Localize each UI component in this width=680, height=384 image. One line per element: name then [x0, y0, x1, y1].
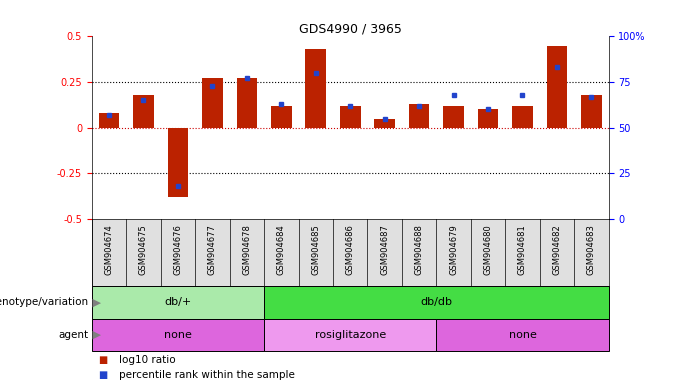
Bar	[409, 104, 430, 127]
Text: GSM904679: GSM904679	[449, 224, 458, 275]
Bar	[202, 78, 223, 127]
Text: log10 ratio: log10 ratio	[119, 356, 175, 366]
Bar	[92, 286, 264, 319]
Bar	[264, 286, 609, 319]
Bar	[99, 113, 120, 127]
Text: GSM904682: GSM904682	[552, 224, 562, 275]
Bar	[581, 95, 602, 127]
Bar	[264, 319, 437, 351]
Text: db/+: db/+	[165, 297, 192, 308]
Bar	[437, 319, 609, 351]
Text: GSM904684: GSM904684	[277, 224, 286, 275]
Bar	[167, 127, 188, 197]
Text: GSM904681: GSM904681	[518, 224, 527, 275]
Bar	[237, 78, 257, 127]
Text: db/db: db/db	[420, 297, 452, 308]
Text: ▶: ▶	[89, 297, 101, 308]
Bar	[92, 319, 264, 351]
Text: none: none	[164, 330, 192, 340]
Text: GSM904680: GSM904680	[483, 224, 492, 275]
Bar	[443, 106, 464, 127]
Bar	[305, 49, 326, 127]
Bar	[340, 106, 360, 127]
Text: GSM904677: GSM904677	[208, 224, 217, 275]
Bar	[133, 95, 154, 127]
Text: GSM904676: GSM904676	[173, 224, 182, 275]
Text: ■: ■	[99, 370, 108, 380]
Text: ■: ■	[99, 356, 108, 366]
Text: agent: agent	[58, 330, 88, 340]
Text: none: none	[509, 330, 537, 340]
Bar	[374, 119, 395, 127]
Text: rosiglitazone: rosiglitazone	[315, 330, 386, 340]
Text: GSM904687: GSM904687	[380, 224, 389, 275]
Bar	[512, 106, 533, 127]
Title: GDS4990 / 3965: GDS4990 / 3965	[299, 22, 402, 35]
Text: GSM904678: GSM904678	[242, 224, 252, 275]
Text: GSM904683: GSM904683	[587, 224, 596, 275]
Bar	[547, 46, 567, 127]
Bar	[271, 106, 292, 127]
Text: GSM904674: GSM904674	[105, 224, 114, 275]
Text: percentile rank within the sample: percentile rank within the sample	[119, 370, 295, 380]
Text: GSM904685: GSM904685	[311, 224, 320, 275]
Text: GSM904686: GSM904686	[345, 224, 355, 275]
Text: GSM904688: GSM904688	[415, 224, 424, 275]
Bar	[477, 109, 498, 127]
Text: ▶: ▶	[89, 330, 101, 340]
Text: GSM904675: GSM904675	[139, 224, 148, 275]
Text: genotype/variation: genotype/variation	[0, 297, 88, 308]
